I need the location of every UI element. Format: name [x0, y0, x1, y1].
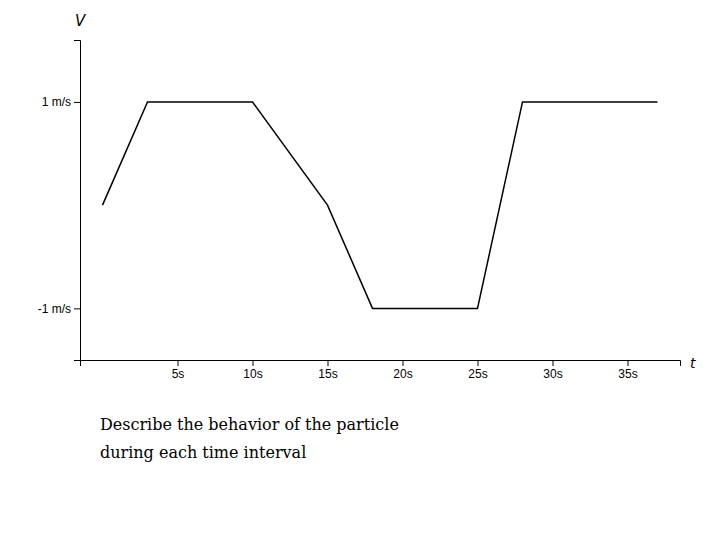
- y-axis-line: [74, 41, 81, 361]
- x-axis: 5s 10s 15s 20s 25s 30s 35s: [81, 360, 681, 381]
- x-tick-label: 15s: [318, 367, 337, 381]
- x-tick: 20s: [393, 360, 412, 381]
- x-tick-label: 25s: [468, 367, 487, 381]
- velocity-line: [103, 102, 658, 308]
- y-axis: -1 m/s 1 m/s: [38, 41, 81, 361]
- x-tick-mark: [628, 360, 629, 366]
- x-tick-mark: [553, 360, 554, 366]
- y-axis-label: V: [75, 12, 87, 30]
- y-tick-mark: [74, 308, 80, 309]
- x-tick: 25s: [468, 360, 487, 381]
- x-tick-label: 35s: [618, 367, 637, 381]
- chart: 5s 10s 15s 20s 25s 30s 35s -1 m/s 1 m/s t V Describ…: [0, 0, 720, 540]
- annotations: Describe the behavior of the particle dur…: [100, 415, 399, 462]
- x-tick: 5s: [172, 360, 185, 381]
- x-tick-label: 5s: [172, 367, 185, 381]
- x-tick: 30s: [543, 360, 562, 381]
- y-tick: -1 m/s: [38, 302, 80, 316]
- x-tick-label: 20s: [393, 367, 412, 381]
- y-tick-label: -1 m/s: [38, 302, 71, 316]
- x-tick-mark: [328, 360, 329, 366]
- x-tick: 15s: [318, 360, 337, 381]
- x-axis-line: [81, 361, 681, 367]
- y-tick-label: 1 m/s: [42, 95, 71, 109]
- x-tick-mark: [178, 360, 179, 366]
- x-axis-label: t: [690, 355, 696, 371]
- x-tick-label: 30s: [543, 367, 562, 381]
- y-tick-mark: [74, 102, 80, 103]
- annotation: Describe the behavior of the particle: [100, 415, 399, 434]
- plot: 5s 10s 15s 20s 25s 30s 35s -1 m/s 1 m/s t V: [38, 12, 696, 381]
- x-tick-label: 10s: [243, 367, 262, 381]
- x-tick-mark: [478, 360, 479, 366]
- x-tick: 35s: [618, 360, 637, 381]
- y-tick: 1 m/s: [42, 95, 80, 109]
- x-tick: 10s: [243, 360, 262, 381]
- marks: [103, 102, 658, 308]
- x-tick-mark: [253, 360, 254, 366]
- annotation: during each time interval: [100, 443, 306, 462]
- x-tick-mark: [403, 360, 404, 366]
